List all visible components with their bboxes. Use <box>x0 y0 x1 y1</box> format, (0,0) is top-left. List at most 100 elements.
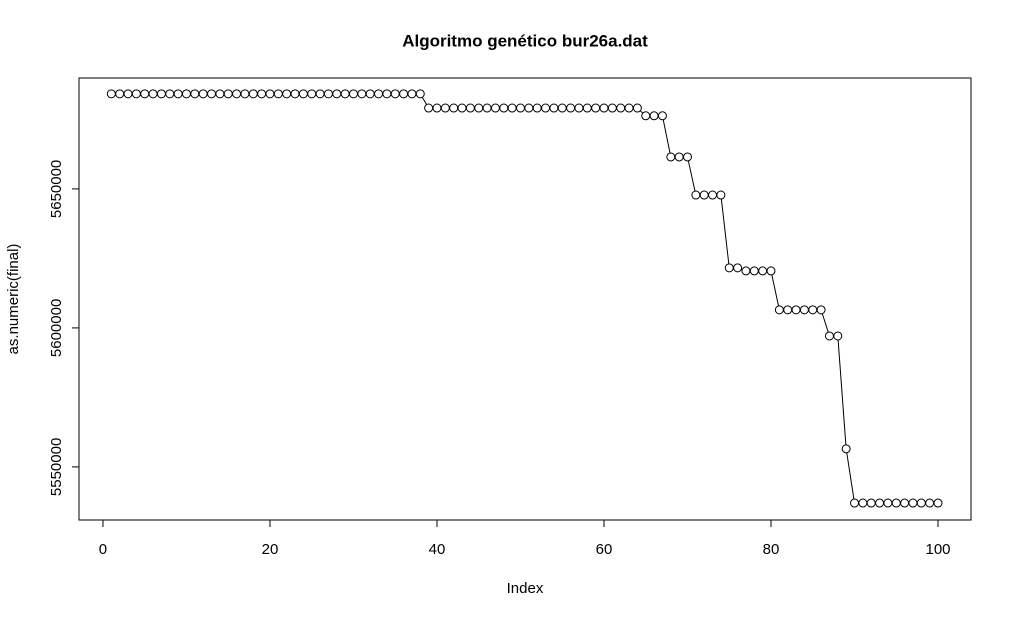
data-point <box>365 89 375 99</box>
data-point <box>833 331 843 341</box>
data-point <box>866 498 876 508</box>
data-point <box>708 190 718 200</box>
data-point <box>891 498 901 508</box>
data-point <box>156 89 166 99</box>
data-point <box>758 266 768 276</box>
data-point <box>841 444 851 454</box>
y-axis-label: as.numeric(final) <box>5 244 22 355</box>
data-point <box>549 103 559 113</box>
data-point <box>273 89 283 99</box>
data-point <box>666 152 676 162</box>
data-point <box>232 89 242 99</box>
data-point <box>858 498 868 508</box>
data-point <box>524 103 534 113</box>
data-point <box>791 305 801 315</box>
y-tick-label: 5550000 <box>48 438 65 496</box>
data-point <box>290 89 300 99</box>
data-point <box>499 103 509 113</box>
data-point <box>799 305 809 315</box>
data-point <box>541 103 551 113</box>
x-tick-label: 0 <box>99 541 107 558</box>
data-point <box>357 89 367 99</box>
data-point <box>207 89 217 99</box>
data-point <box>724 263 734 273</box>
data-point <box>115 89 125 99</box>
data-point <box>607 103 617 113</box>
data-point <box>616 103 626 113</box>
data-point <box>683 152 693 162</box>
data-point <box>165 89 175 99</box>
data-point <box>382 89 392 99</box>
data-point <box>240 89 250 99</box>
x-tick-label: 40 <box>429 541 446 558</box>
data-point <box>131 89 141 99</box>
data-point <box>282 89 292 99</box>
data-point <box>649 111 659 121</box>
data-point <box>591 103 601 113</box>
data-point <box>766 266 776 276</box>
data-point <box>140 89 150 99</box>
y-tick-label: 5600000 <box>48 299 65 357</box>
data-point <box>474 103 484 113</box>
data-point <box>490 103 500 113</box>
chart-title: Algoritmo genético bur26a.dat <box>402 31 648 50</box>
data-point <box>774 305 784 315</box>
data-point <box>933 498 943 508</box>
data-point <box>106 89 116 99</box>
data-point <box>399 89 409 99</box>
data-point <box>783 305 793 315</box>
data-point <box>148 89 158 99</box>
data-point <box>599 103 609 113</box>
data-point <box>307 89 317 99</box>
data-point <box>674 152 684 162</box>
x-axis-label: Index <box>507 580 544 597</box>
data-point <box>123 89 133 99</box>
x-tick-label: 80 <box>763 541 780 558</box>
data-point <box>908 498 918 508</box>
data-point <box>741 266 751 276</box>
data-point <box>465 103 475 113</box>
data-point <box>332 89 342 99</box>
data-point <box>257 89 267 99</box>
data-point <box>223 89 233 99</box>
data-point <box>198 89 208 99</box>
data-point <box>916 498 926 508</box>
data-point <box>215 89 225 99</box>
x-tick-label: 100 <box>925 541 950 558</box>
data-point <box>566 103 576 113</box>
x-tick-label: 20 <box>262 541 279 558</box>
data-point <box>173 89 183 99</box>
data-point <box>699 190 709 200</box>
data-point <box>190 89 200 99</box>
data-point <box>532 103 542 113</box>
data-point <box>691 190 701 200</box>
data-point <box>824 331 834 341</box>
data-point <box>574 103 584 113</box>
data-point <box>424 103 434 113</box>
data-point <box>340 89 350 99</box>
data-point <box>632 103 642 113</box>
data-point <box>875 498 885 508</box>
data-point <box>348 89 358 99</box>
data-point <box>850 498 860 508</box>
data-point <box>657 111 667 121</box>
data-point <box>515 103 525 113</box>
data-point <box>315 89 325 99</box>
x-tick-label: 60 <box>596 541 613 558</box>
data-point <box>298 89 308 99</box>
data-point <box>181 89 191 99</box>
data-point <box>449 103 459 113</box>
data-point <box>457 103 467 113</box>
data-point <box>248 89 258 99</box>
data-point <box>749 266 759 276</box>
data-point <box>557 103 567 113</box>
data-point <box>925 498 935 508</box>
data-point <box>507 103 517 113</box>
data-line <box>111 93 939 504</box>
data-point <box>808 305 818 315</box>
data-point <box>900 498 910 508</box>
data-point <box>582 103 592 113</box>
data-point <box>716 190 726 200</box>
data-point <box>432 103 442 113</box>
